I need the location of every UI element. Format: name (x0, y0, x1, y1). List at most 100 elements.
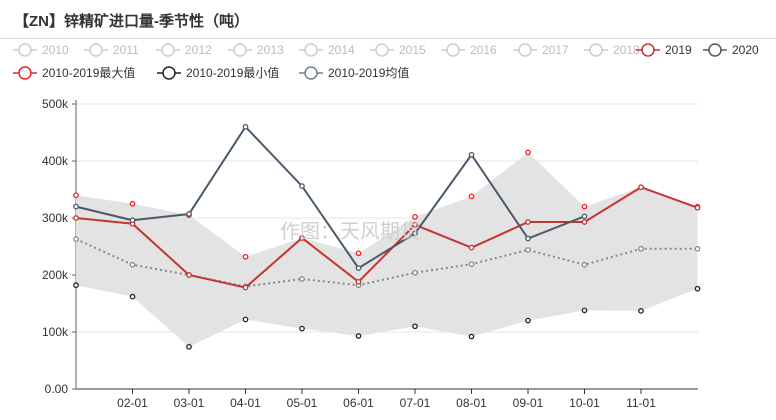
legend-label-2010[interactable]: 2010 (42, 43, 69, 57)
legend-item-2012[interactable]: 2012 (156, 43, 212, 57)
data-point-s2020 (412, 230, 418, 237)
legend-item-s2020[interactable]: 2020 (703, 43, 759, 57)
legend-label-s2020[interactable]: 2020 (732, 43, 759, 57)
legend-label-smin[interactable]: 2010-2019最小值 (186, 65, 279, 80)
data-point-smin (694, 285, 701, 292)
legend-marker-2012[interactable] (161, 43, 175, 57)
legend-marker-s2019[interactable] (641, 43, 655, 57)
data-point-smin (299, 325, 305, 332)
data-point-savg (73, 236, 79, 242)
data-point-smin (73, 282, 79, 289)
legend-item-s2019[interactable]: 2019 (636, 43, 692, 57)
data-point-smax (242, 253, 249, 260)
data-point-smin (412, 323, 418, 330)
legend-marker-2018[interactable] (589, 43, 603, 57)
legend-item-2010[interactable]: 2010 (13, 43, 69, 57)
data-point-smin (638, 308, 644, 314)
legend-item-2018[interactable]: 2018 (584, 43, 640, 57)
data-point-smax (412, 214, 418, 220)
title-bar: 【ZN】锌精矿进口量-季节性（吨） (0, 0, 776, 39)
series-line-s2019 (75, 186, 698, 289)
legend-label-smax[interactable]: 2010-2019最大值 (42, 65, 135, 80)
y-tick-label: 400k (42, 154, 69, 168)
x-tick-label: 03-01 (174, 396, 205, 410)
data-point-smin (525, 317, 531, 324)
watermark: 作图：天风期货 (280, 220, 420, 243)
legend-marker-2017[interactable] (518, 43, 532, 57)
data-point-smin (129, 293, 136, 300)
data-point-s2019 (581, 219, 588, 225)
legend-label-2018[interactable]: 2018 (613, 43, 640, 57)
data-point-s2020 (468, 151, 475, 158)
data-point-s2019 (412, 221, 418, 228)
data-point-s2019 (299, 235, 305, 241)
legend-item-2015[interactable]: 2015 (370, 43, 426, 57)
data-point-s2019 (242, 284, 249, 291)
data-point-s2019 (355, 278, 362, 285)
data-point-smax (129, 200, 136, 207)
series-line-s2020 (75, 125, 585, 270)
legend-marker-2011[interactable] (89, 43, 103, 57)
data-point-savg (525, 247, 531, 253)
data-point-s2020 (581, 213, 588, 220)
legend-label-2017[interactable]: 2017 (542, 43, 569, 57)
data-point-s2019 (638, 184, 644, 191)
legend-item-smin[interactable]: 2010-2019最小值 (157, 65, 279, 80)
legend-item-smax[interactable]: 2010-2019最大值 (13, 65, 135, 80)
legend-marker-2015[interactable] (375, 43, 389, 57)
data-point-smax (525, 149, 531, 156)
legend-label-savg[interactable]: 2010-2019均值 (328, 65, 409, 80)
x-tick-label: 08-01 (456, 396, 487, 410)
data-point-smin (581, 307, 588, 314)
legend-marker-2010[interactable] (18, 43, 32, 57)
data-point-smax (581, 203, 588, 210)
y-tick-label: 500k (42, 97, 69, 111)
legend-label-2012[interactable]: 2012 (185, 43, 212, 57)
legend-marker-smin[interactable] (162, 66, 176, 80)
chart-title: 【ZN】锌精矿进口量-季节性（吨） (14, 13, 249, 30)
plot-area: 0.00 100k 200k 300k 400k 500k 02-01 03-01 04-01 0… (42, 97, 701, 410)
data-point-s2020 (242, 123, 249, 130)
data-point-s2020 (186, 211, 192, 217)
legend-marker-2013[interactable] (233, 43, 247, 57)
legend-label-2016[interactable]: 2016 (470, 43, 497, 57)
data-point-s2019 (694, 204, 701, 211)
x-tick-label: 02-01 (117, 396, 148, 410)
legend-item-2014[interactable]: 2014 (299, 43, 355, 57)
data-point-smax (73, 192, 79, 199)
legend-item-2016[interactable]: 2016 (441, 43, 497, 57)
data-point-s2019 (525, 219, 531, 225)
x-tick-label: 04-01 (230, 396, 261, 410)
legend-marker-smax[interactable] (18, 66, 32, 80)
legend-item-2017[interactable]: 2017 (513, 43, 569, 57)
y-tick-label: 300k (42, 211, 69, 225)
legend-label-2014[interactable]: 2014 (328, 43, 355, 57)
data-point-smin (468, 333, 475, 340)
legend-item-2011[interactable]: 2011 (84, 43, 139, 57)
legend-marker-2016[interactable] (446, 43, 460, 57)
data-point-s2019 (73, 215, 79, 221)
legend-label-s2019[interactable]: 2019 (665, 43, 692, 57)
legend-marker-2014[interactable] (304, 43, 318, 57)
data-point-smin (242, 316, 249, 323)
legend-item-2013[interactable]: 2013 (228, 43, 284, 57)
legend-item-savg[interactable]: 2010-2019均值 (299, 65, 409, 80)
legend-label-2013[interactable]: 2013 (257, 43, 284, 57)
legend-label-2015[interactable]: 2015 (399, 43, 426, 57)
legend-label-2011[interactable]: 2011 (113, 43, 139, 57)
y-tick-label: 100k (42, 325, 69, 339)
data-point-savg (581, 261, 588, 268)
data-point-s2019 (468, 244, 475, 251)
legend-marker-savg[interactable] (304, 66, 318, 80)
legend[interactable]: 2010 2011 2012 2013 2014 2015 2016 2017 2018 2019… (13, 43, 759, 80)
data-point-s2020 (299, 183, 305, 189)
data-point-savg (638, 245, 644, 252)
data-point-savg (694, 245, 701, 252)
data-point-s2019 (186, 272, 192, 278)
data-point-savg (299, 276, 305, 282)
legend-marker-s2020[interactable] (708, 43, 722, 57)
x-tick-label: 05-01 (287, 396, 318, 410)
data-point-smin (186, 343, 192, 350)
data-point-savg (129, 261, 136, 268)
